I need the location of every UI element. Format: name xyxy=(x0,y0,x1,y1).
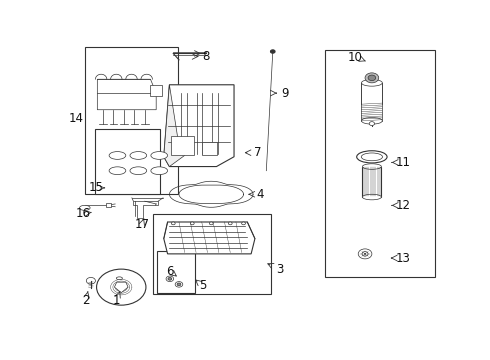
Bar xyxy=(85,48,178,194)
Ellipse shape xyxy=(242,222,245,225)
Ellipse shape xyxy=(362,252,368,256)
Text: 7: 7 xyxy=(254,146,262,159)
Ellipse shape xyxy=(209,222,213,225)
Ellipse shape xyxy=(362,80,382,86)
Bar xyxy=(202,141,217,156)
Ellipse shape xyxy=(228,222,232,225)
Ellipse shape xyxy=(362,117,382,124)
Ellipse shape xyxy=(177,283,181,286)
Bar xyxy=(96,129,160,194)
Text: 15: 15 xyxy=(89,181,103,194)
Text: 16: 16 xyxy=(76,207,91,220)
Ellipse shape xyxy=(369,122,374,126)
Text: 2: 2 xyxy=(82,294,90,307)
Ellipse shape xyxy=(364,253,366,255)
Ellipse shape xyxy=(190,222,194,225)
Polygon shape xyxy=(164,222,255,254)
Polygon shape xyxy=(164,85,185,167)
Ellipse shape xyxy=(172,222,175,225)
Text: 12: 12 xyxy=(395,199,411,212)
Ellipse shape xyxy=(357,151,387,163)
Ellipse shape xyxy=(151,167,168,175)
Ellipse shape xyxy=(109,167,126,175)
Text: 5: 5 xyxy=(199,279,206,292)
Text: 13: 13 xyxy=(395,252,411,265)
Ellipse shape xyxy=(116,277,122,280)
Bar xyxy=(363,167,381,197)
Ellipse shape xyxy=(363,164,381,169)
Text: 6: 6 xyxy=(166,265,173,278)
Ellipse shape xyxy=(86,278,96,284)
Text: 11: 11 xyxy=(395,156,411,169)
Bar xyxy=(361,84,382,121)
Text: 3: 3 xyxy=(276,262,283,276)
Polygon shape xyxy=(98,79,156,110)
Bar xyxy=(325,50,435,278)
Ellipse shape xyxy=(361,153,383,161)
Text: 9: 9 xyxy=(281,87,288,100)
Ellipse shape xyxy=(130,167,147,175)
Bar xyxy=(153,214,271,294)
Text: 10: 10 xyxy=(348,50,363,64)
Polygon shape xyxy=(164,85,234,167)
Ellipse shape xyxy=(270,50,275,53)
Ellipse shape xyxy=(365,73,379,83)
Ellipse shape xyxy=(363,194,381,200)
Text: 14: 14 xyxy=(68,112,83,125)
Ellipse shape xyxy=(168,278,172,280)
Text: 1: 1 xyxy=(113,294,120,307)
Ellipse shape xyxy=(368,75,376,81)
Bar xyxy=(172,136,194,156)
Ellipse shape xyxy=(130,152,147,159)
Ellipse shape xyxy=(175,282,183,287)
Polygon shape xyxy=(133,201,158,218)
Ellipse shape xyxy=(151,152,168,159)
Ellipse shape xyxy=(97,269,146,305)
Text: 8: 8 xyxy=(202,50,209,63)
Ellipse shape xyxy=(166,276,173,282)
Ellipse shape xyxy=(358,249,372,259)
Ellipse shape xyxy=(109,152,126,159)
Polygon shape xyxy=(150,85,162,96)
Text: 17: 17 xyxy=(134,218,149,231)
Text: 4: 4 xyxy=(257,188,265,201)
Polygon shape xyxy=(115,282,128,293)
Polygon shape xyxy=(106,203,111,207)
Bar xyxy=(157,251,195,293)
Ellipse shape xyxy=(79,205,90,210)
